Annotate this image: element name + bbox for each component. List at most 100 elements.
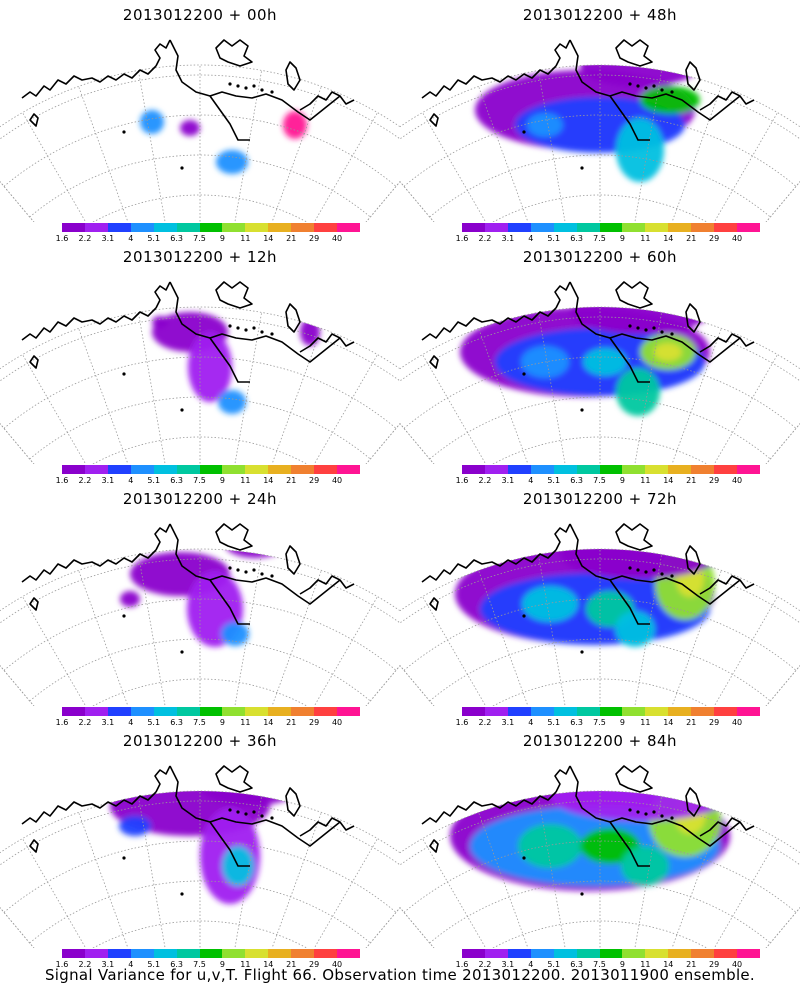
longitude-line	[137, 796, 166, 948]
colorbar-tick-label: 14	[263, 960, 274, 969]
coastline-segment	[609, 333, 741, 363]
colorbar	[462, 465, 760, 474]
colorbar-swatch	[484, 707, 508, 716]
colorbar-swatch	[107, 465, 131, 474]
latitude-line	[403, 598, 797, 671]
coastline-segment	[154, 39, 171, 67]
variance-contour	[216, 150, 248, 174]
colorbar-tick-label: 7.5	[593, 234, 606, 243]
variance-contour	[570, 307, 710, 334]
coastline-segment	[685, 61, 701, 91]
colorbar-tick-label: 7.5	[593, 476, 606, 485]
variance-field	[152, 312, 320, 414]
colorbar-tick-label: 11	[640, 476, 651, 485]
variance-contour	[522, 586, 578, 622]
colorbar-tick-label: 4	[528, 960, 534, 969]
colorbar-swatch	[691, 223, 715, 232]
colorbar-tick-label: 6.3	[170, 476, 183, 485]
colorbar-tick-label: 4	[528, 476, 534, 485]
colorbar-swatch	[314, 223, 338, 232]
figure-caption: Signal Variance for u,v,T. Flight 66. Ob…	[44, 966, 756, 984]
colorbar-swatch	[176, 223, 200, 232]
colorbar-tick-label: 14	[663, 718, 674, 727]
longitude-line	[234, 554, 263, 706]
colorbar-tick-label: 9	[619, 718, 625, 727]
colorbar-tick-label: 1.6	[55, 234, 69, 243]
longitude-line	[478, 328, 529, 464]
island	[636, 326, 640, 330]
colorbar-tick-label: 7.5	[593, 718, 606, 727]
colorbar-swatch	[130, 707, 154, 716]
colorbar-swatch	[222, 949, 246, 958]
coastline-segment	[299, 333, 355, 353]
island	[628, 324, 632, 328]
colorbar-swatch	[668, 465, 692, 474]
variance-contour	[119, 816, 151, 836]
colorbar-swatch	[507, 223, 531, 232]
colorbar-swatch	[291, 465, 315, 474]
colorbar-tick-label: 6.3	[170, 960, 183, 969]
colorbar-tick-label: 4	[528, 234, 534, 243]
coastline-segment	[169, 281, 250, 383]
longitude-line	[765, 665, 800, 706]
colorbar-tick-label: 4	[528, 718, 534, 727]
longitude-line	[0, 423, 35, 464]
coastline-segment	[285, 303, 301, 333]
coastline	[21, 281, 355, 412]
colorbar-tick-label: 40	[331, 476, 343, 485]
coastline-segment	[154, 523, 171, 551]
colorbar-tick-label: 3.1	[101, 234, 115, 243]
colorbar-swatch	[599, 949, 623, 958]
panel-title: 2013012200 + 24h	[122, 490, 278, 508]
colorbar-swatch	[337, 949, 360, 958]
colorbar-swatch	[714, 949, 738, 958]
colorbar-tick-label: 40	[731, 476, 743, 485]
colorbar-swatch	[176, 465, 200, 474]
variance-contour	[152, 316, 168, 328]
colorbar-tick-label: 5.1	[547, 476, 561, 485]
colorbar-swatch	[507, 707, 531, 716]
colorbar-tick-label: 11	[240, 476, 251, 485]
longitude-line	[634, 70, 663, 222]
colorbar-swatch	[62, 707, 85, 716]
longitude-line	[78, 328, 129, 464]
coastline-segment	[569, 39, 650, 141]
colorbar-swatch	[62, 465, 85, 474]
longitude-line	[271, 86, 322, 222]
island	[122, 614, 126, 618]
island	[522, 130, 526, 134]
polar-map	[0, 281, 400, 464]
variance-contour	[640, 86, 700, 114]
colorbar-tick-label: 14	[663, 476, 674, 485]
colorbar-tick-label: 3.1	[501, 234, 515, 243]
longitude-line	[713, 354, 778, 464]
variance-field	[140, 110, 307, 174]
longitude-line	[537, 312, 566, 464]
variance-contour	[654, 343, 682, 361]
forecast-panel: 2013012200 + 72h 1.6 2.2 3.1 4 5.1 6.3 7.5 9 11 14…	[400, 484, 800, 727]
colorbar-swatch	[199, 223, 223, 232]
panel-title: 2013012200 + 72h	[522, 490, 678, 508]
island	[660, 572, 664, 576]
variance-contour	[218, 390, 246, 414]
island	[228, 82, 232, 86]
longitude-line	[713, 112, 778, 222]
coastline-segment	[609, 575, 741, 605]
variance-contour	[120, 591, 140, 607]
variance-contour	[300, 318, 320, 346]
island	[580, 408, 584, 412]
colorbar-tick-label: 9	[619, 476, 625, 485]
colorbar-tick-label: 14	[663, 234, 674, 243]
island	[228, 808, 232, 812]
longitude-line	[400, 181, 435, 222]
variance-contour	[221, 622, 249, 646]
colorbar-swatch	[153, 465, 177, 474]
longitude-line	[271, 812, 322, 948]
longitude-line	[0, 181, 35, 222]
latitude-line	[403, 840, 797, 913]
colorbar-tick-label: 5.1	[547, 960, 561, 969]
variance-field	[120, 549, 285, 647]
longitude-line	[400, 907, 435, 948]
coastline-segment	[569, 523, 650, 625]
coastline-segment	[615, 281, 653, 309]
